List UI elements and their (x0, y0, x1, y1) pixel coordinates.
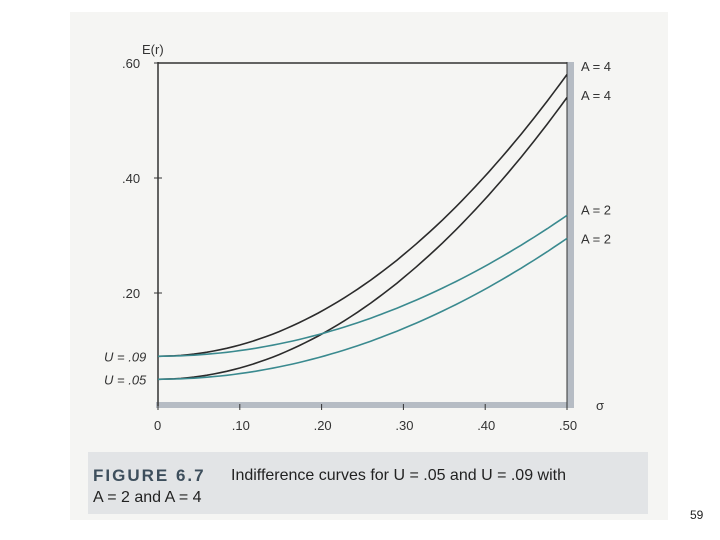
figure-label: FIGURE 6.7 (93, 466, 206, 485)
utility-label: U = .05 (104, 372, 147, 387)
plot-right-shade (567, 62, 574, 406)
y-tick-label: .40 (122, 171, 140, 186)
y-axis-title: E(r) (142, 42, 164, 57)
page-number: 59 (690, 508, 704, 522)
x-tick-label: .20 (314, 418, 332, 433)
x-tick-label: .30 (395, 418, 413, 433)
figure-caption-line2: A = 2 and A = 4 (93, 489, 202, 506)
indifference-curve (157, 97, 568, 381)
curve-label: A = 4 (581, 88, 611, 103)
indifference-curve (157, 214, 568, 358)
caption-bar (88, 452, 648, 514)
x-tick-label: .10 (232, 418, 250, 433)
curve-label: A = 2 (581, 232, 611, 247)
x-axis-title: σ (596, 398, 604, 413)
indifference-curve (157, 237, 568, 381)
x-tick-label: .40 (477, 418, 495, 433)
figure-caption: Indifference curves for U = .05 and U = … (231, 467, 566, 484)
utility-label: U = .09 (104, 349, 146, 364)
curve-label: A = 2 (581, 203, 611, 218)
curve-label: A = 4 (581, 59, 611, 74)
y-tick-label: .60 (122, 56, 140, 71)
indifference-curve (157, 74, 568, 358)
y-tick-label: .20 (122, 286, 140, 301)
x-tick-label: 0 (154, 418, 161, 433)
x-tick-label: .50 (559, 418, 577, 433)
plot-bottom-shade (156, 402, 574, 408)
